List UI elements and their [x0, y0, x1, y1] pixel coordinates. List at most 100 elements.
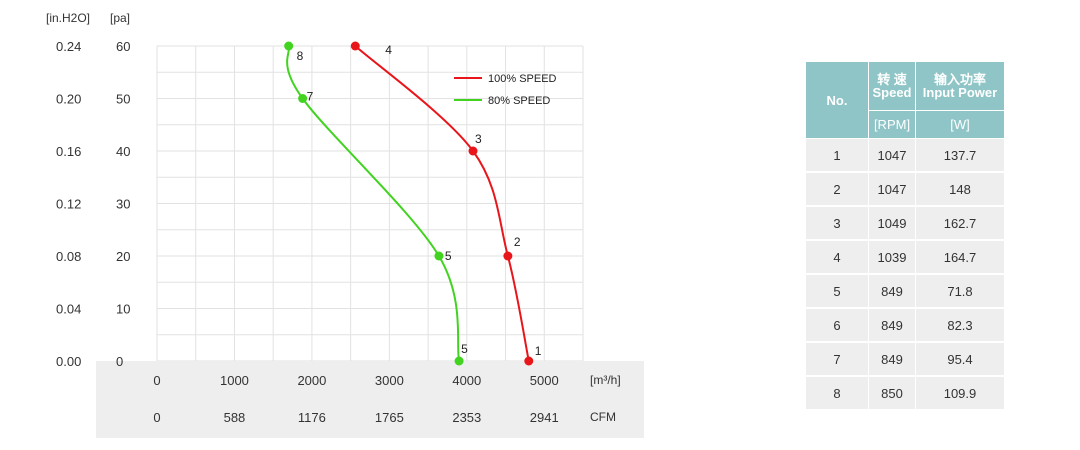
x-tick: 1000	[220, 373, 249, 388]
speed-power-table: No. 转 速 Speed 输入功率 Input Power [RPM] [W]…	[806, 62, 1004, 411]
header-power: 输入功率 Input Power	[916, 62, 1004, 111]
chart-svg: [in.H2O] [pa] 0.24 600.20 500.16 400.12 300.…	[46, 11, 644, 438]
data-point	[350, 41, 360, 51]
y-left-tick: 0.20	[56, 92, 81, 107]
point-label: 5	[461, 342, 468, 356]
y-pa-tick: 0	[116, 354, 123, 369]
point-label: 1	[535, 344, 542, 358]
cell-rpm: 849	[869, 309, 916, 343]
point-label: 2	[514, 235, 521, 249]
cell-power: 137.7	[916, 139, 1004, 173]
table-row: 6 849 82.3	[806, 309, 1004, 343]
legend-label-80: 80% SPEED	[488, 95, 550, 107]
series-line	[354, 45, 530, 362]
data-point	[468, 146, 478, 156]
table-row: 2 1047 148	[806, 173, 1004, 207]
cell-no: 4	[806, 241, 869, 275]
x-tick: 5000	[530, 373, 559, 388]
y-pa-tick: 60	[116, 39, 130, 54]
table-row: 8 850 109.9	[806, 377, 1004, 411]
data-point	[434, 251, 444, 261]
table-row: 5 849 71.8	[806, 275, 1004, 309]
y-pa-tick: 50	[116, 92, 130, 107]
cell-power: 71.8	[916, 275, 1004, 309]
cell-rpm: 1047	[869, 139, 916, 173]
table-body: 1 1047 137.7 2 1047 148 3 1049 162.7 4 1039 164.7 5 8…	[806, 139, 1004, 411]
header-no: No.	[806, 62, 869, 139]
cell-rpm: 850	[869, 377, 916, 411]
header-power-cn: 输入功率	[933, 71, 986, 87]
y-pa-tick: 10	[116, 302, 130, 317]
cell-no: 1	[806, 139, 869, 173]
cell-no: 7	[806, 343, 869, 377]
x2-tick: 2941	[530, 410, 559, 425]
x-unit: [m³/h]	[590, 373, 621, 387]
y-left-unit: [in.H2O]	[46, 11, 90, 25]
header-speed-cn: 转 速	[877, 71, 907, 87]
cell-rpm: 1039	[869, 241, 916, 275]
tick-labels: 0.24 600.20 500.16 400.12 300.08 200.04 100.00…	[56, 39, 559, 425]
y-left-tick: 0.08	[56, 249, 81, 264]
table-row: 1 1047 137.7	[806, 139, 1004, 173]
x-tick: 4000	[452, 373, 481, 388]
y-right-unit: [pa]	[110, 11, 130, 25]
cell-rpm: 849	[869, 275, 916, 309]
table-row: 4 1039 164.7	[806, 241, 1004, 275]
series-line	[286, 45, 461, 362]
y-left-tick: 0.12	[56, 197, 81, 212]
cell-rpm: 849	[869, 343, 916, 377]
cell-no: 2	[806, 173, 869, 207]
x2-unit: CFM	[590, 410, 616, 424]
point-label: 4	[385, 43, 392, 57]
y-left-tick: 0.04	[56, 302, 81, 317]
cell-power: 148	[916, 173, 1004, 207]
x2-tick: 1176	[298, 410, 326, 425]
x2-tick: 1765	[375, 410, 404, 425]
point-label: 3	[475, 132, 482, 146]
point-label: 7	[307, 90, 314, 104]
cell-no: 6	[806, 309, 869, 343]
cell-no: 5	[806, 275, 869, 309]
cell-power: 95.4	[916, 343, 1004, 377]
x-tick: 3000	[375, 373, 404, 388]
x-tick: 0	[153, 373, 160, 388]
cell-rpm: 1049	[869, 207, 916, 241]
header-unit-speed: [RPM]	[869, 110, 916, 139]
cell-power: 164.7	[916, 241, 1004, 275]
data-point	[503, 251, 513, 261]
x2-tick: 0	[153, 410, 160, 425]
header-speed-en: Speed	[872, 84, 912, 100]
data-point	[284, 41, 294, 51]
y-pa-tick: 20	[116, 249, 130, 264]
header-unit-power: [W]	[916, 110, 1004, 139]
x-axis-band	[96, 361, 644, 438]
series: 1 2 3 4 5 5 7 8	[284, 41, 542, 366]
y-left-tick: 0.16	[56, 144, 81, 159]
grid	[156, 45, 584, 362]
x2-tick: 2353	[452, 410, 481, 425]
header-power-en: Input Power	[922, 84, 998, 100]
table-row: 7 849 95.4	[806, 343, 1004, 377]
fan-performance-chart: [in.H2O] [pa] 0.24 60 0.20 50 0.16 40 0.12 30 0.…	[44, 8, 644, 438]
data-point	[524, 356, 534, 366]
y-pa-tick: 40	[116, 144, 130, 159]
legend-label-100: 100% SPEED	[488, 73, 557, 85]
table-row: 3 1049 162.7	[806, 207, 1004, 241]
cell-rpm: 1047	[869, 173, 916, 207]
point-label: 5	[445, 249, 452, 263]
legend: 100% SPEED 80% SPEED	[454, 73, 557, 107]
cell-power: 162.7	[916, 207, 1004, 241]
y-left-tick: 0.00	[56, 354, 81, 369]
cell-power: 109.9	[916, 377, 1004, 411]
point-label: 8	[297, 49, 304, 63]
header-speed: 转 速 Speed	[869, 62, 916, 111]
cell-no: 3	[806, 207, 869, 241]
x2-tick: 588	[224, 410, 246, 425]
data-point	[298, 94, 308, 103]
data-point	[454, 356, 464, 366]
cell-power: 82.3	[916, 309, 1004, 343]
y-pa-tick: 30	[116, 197, 130, 212]
cell-no: 8	[806, 377, 869, 411]
x-tick: 2000	[297, 373, 326, 388]
y-left-tick: 0.24	[56, 39, 81, 54]
